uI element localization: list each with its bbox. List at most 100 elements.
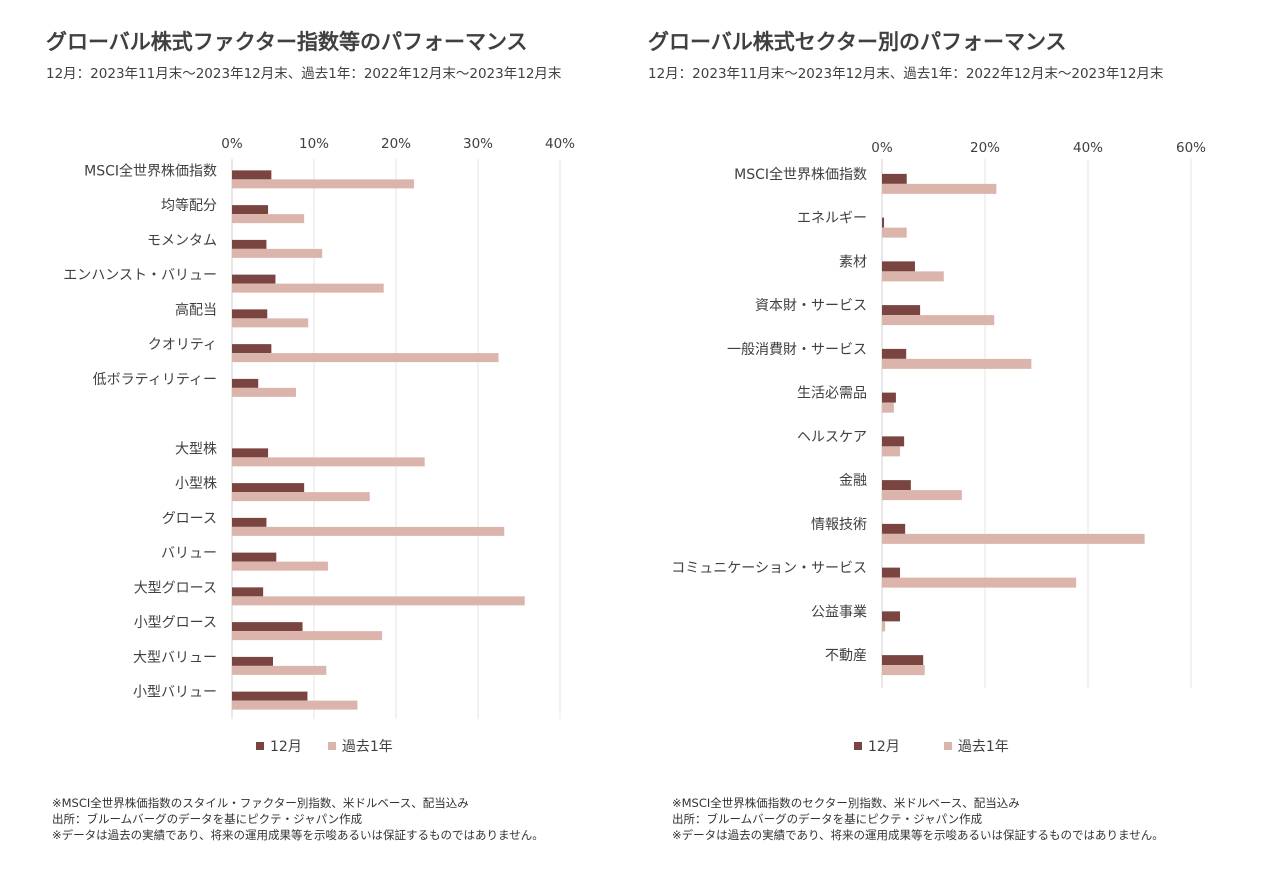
- bar-過去1年: [882, 446, 901, 457]
- bar-12月: [232, 691, 308, 701]
- legend-item-month: 12月: [256, 736, 302, 756]
- category-label: MSCI全世界株価指数: [734, 166, 867, 183]
- bar-12月: [882, 348, 907, 359]
- bar-12月: [232, 378, 259, 388]
- sector-bar-chart: 0% 20% 40% 60% MSCI全世界株価指数エネルギー素材資本財・サービス一般消…: [671, 140, 1206, 688]
- bar-12月: [232, 622, 303, 632]
- legend-swatch-month: [256, 742, 264, 750]
- bar-過去1年: [232, 596, 525, 606]
- category-label: 資本財・サービス: [755, 298, 867, 314]
- bar-12月: [882, 392, 896, 403]
- bar-過去1年: [232, 283, 384, 293]
- bar-12月: [232, 205, 269, 215]
- bar-過去1年: [882, 577, 1077, 588]
- bar-12月: [882, 567, 901, 578]
- legend-item-year: 過去1年: [327, 736, 393, 756]
- legend-swatch-year: [327, 742, 336, 750]
- x-tick-label: 0%: [221, 136, 243, 152]
- footnote: ※MSCI全世界株価指数のスタイル・ファクター別指数、米ドルベース、配当込み: [52, 796, 469, 810]
- category-label: 不動産: [825, 648, 867, 664]
- x-tick-label: 30%: [463, 136, 493, 152]
- bar-過去1年: [232, 318, 309, 328]
- bar-12月: [882, 655, 924, 666]
- bar-12月: [232, 483, 305, 493]
- bar-12月: [882, 305, 921, 316]
- chart-legend: 12月 過去1年: [854, 736, 1009, 756]
- category-label: 小型グロース: [134, 615, 217, 631]
- bar-12月: [882, 217, 885, 228]
- legend-swatch-year: [943, 742, 952, 750]
- chart-subtitle: 12月：2023年11月末～2023年12月末、過去1年：2022年12月末～2…: [648, 66, 1164, 82]
- category-label: 金融: [839, 473, 867, 489]
- footnote: 出所：ブルームバーグのデータを基にピクテ・ジャパン作成: [672, 812, 983, 826]
- bar-過去1年: [232, 665, 327, 675]
- category-label: 小型バリュー: [133, 685, 217, 701]
- factor-chart-panel: グローバル株式ファクター指数等のパフォーマンス 12月：2023年11月末～20…: [0, 0, 634, 872]
- bar-12月: [882, 261, 915, 272]
- bar-12月: [232, 552, 277, 562]
- category-label: モメンタム: [147, 233, 217, 249]
- bar-過去1年: [882, 315, 995, 326]
- legend-label-year: 過去1年: [341, 739, 393, 755]
- x-tick-label: 20%: [381, 136, 411, 152]
- bar-過去1年: [882, 490, 962, 501]
- bar-過去1年: [232, 700, 358, 710]
- bar-12月: [232, 448, 269, 458]
- category-label: エネルギー: [797, 211, 867, 227]
- bar-過去1年: [882, 271, 944, 282]
- chart-subtitle: 12月：2023年11月末～2023年12月末、過去1年：2022年12月末～2…: [46, 66, 562, 82]
- bar-過去1年: [882, 533, 1145, 544]
- bar-過去1年: [882, 227, 907, 238]
- category-label: 公益事業: [811, 604, 867, 620]
- category-label: 一般消費財・サービス: [727, 342, 867, 358]
- bar-過去1年: [232, 179, 415, 189]
- bar-12月: [882, 480, 911, 491]
- bar-過去1年: [232, 248, 323, 258]
- bar-過去1年: [232, 526, 505, 536]
- bar-12月: [232, 656, 273, 666]
- category-label: エンハンスト・バリュー: [63, 268, 217, 284]
- bar-過去1年: [232, 214, 305, 224]
- bar-過去1年: [232, 387, 296, 397]
- category-label: ヘルスケア: [797, 429, 867, 445]
- category-label: 大型株: [175, 441, 217, 457]
- bar-過去1年: [232, 353, 499, 363]
- chart-footnotes: ※MSCI全世界株価指数のセクター別指数、米ドルベース、配当込み 出所：ブルーム…: [672, 795, 1164, 843]
- bar-12月: [232, 274, 276, 284]
- bar-過去1年: [882, 183, 997, 194]
- legend-item-month: 12月: [854, 736, 900, 756]
- category-label: 小型株: [175, 476, 217, 492]
- bar-12月: [882, 611, 901, 622]
- category-label: 生活必需品: [797, 386, 867, 402]
- bar-過去1年: [882, 621, 886, 632]
- bar-過去1年: [232, 561, 328, 571]
- bar-12月: [882, 173, 907, 184]
- bar-過去1年: [882, 665, 925, 676]
- category-label: 低ボラティリティー: [93, 372, 217, 388]
- bar-12月: [232, 309, 268, 319]
- bar-12月: [232, 344, 272, 354]
- bar-12月: [882, 436, 905, 447]
- factor-bar-chart: 0% 10% 20% 30% 40% MSCI全世界株価指数均等配分モメンタムエンハンスト…: [63, 136, 575, 719]
- x-tick-label: 10%: [299, 136, 329, 152]
- category-label: 情報技術: [811, 517, 867, 533]
- bar-過去1年: [882, 402, 894, 413]
- legend-label-year: 過去1年: [957, 739, 1009, 755]
- x-tick-label: 0%: [871, 140, 893, 156]
- footnote: ※MSCI全世界株価指数のセクター別指数、米ドルベース、配当込み: [672, 796, 1020, 810]
- footnote: ※データは過去の実績であり、将来の運用成果等を示唆あるいは保証するものではありま…: [52, 828, 544, 842]
- x-tick-label: 40%: [545, 136, 575, 152]
- bar-12月: [232, 517, 267, 527]
- category-label: コミュニケーション・サービス: [671, 561, 867, 577]
- bar-過去1年: [232, 457, 425, 467]
- legend-item-year: 過去1年: [943, 736, 1009, 756]
- chart-title: グローバル株式セクター別のパフォーマンス: [648, 30, 1067, 54]
- chart-footnotes: ※MSCI全世界株価指数のスタイル・ファクター別指数、米ドルベース、配当込み 出…: [52, 795, 544, 843]
- category-label: バリュー: [161, 546, 217, 562]
- footnote: 出所：ブルームバーグのデータを基にピクテ・ジャパン作成: [52, 812, 363, 826]
- x-tick-label: 60%: [1176, 140, 1206, 156]
- footnote: ※データは過去の実績であり、将来の運用成果等を示唆あるいは保証するものではありま…: [672, 828, 1164, 842]
- x-tick-label: 20%: [970, 140, 1000, 156]
- category-label: グロース: [162, 511, 217, 527]
- x-tick-label: 40%: [1073, 140, 1103, 156]
